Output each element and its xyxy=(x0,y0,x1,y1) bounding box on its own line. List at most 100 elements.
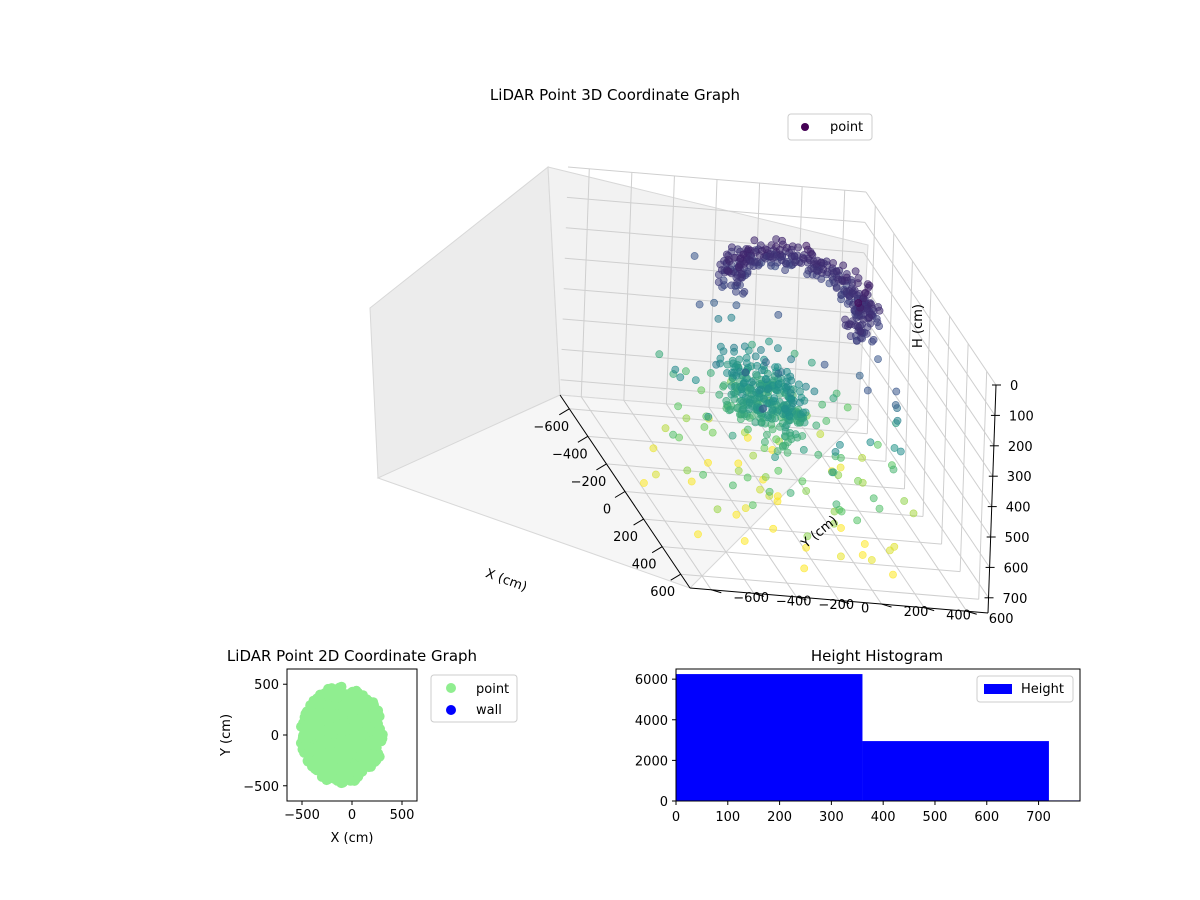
data-point-3d xyxy=(751,352,760,361)
data-point-3d xyxy=(640,479,648,487)
data-point-3d xyxy=(669,430,677,439)
data-point-3d xyxy=(779,441,787,450)
data-point-3d xyxy=(655,350,664,359)
y-tick-label-histogram: 2000 xyxy=(635,754,668,769)
grid-line-z xyxy=(862,282,994,477)
data-point-3d xyxy=(682,367,690,376)
data-point-2d xyxy=(368,735,379,746)
x-tick-mark-3d xyxy=(577,435,589,443)
grid-line-z xyxy=(863,252,995,447)
data-point-2d xyxy=(364,723,375,733)
data-point-3d xyxy=(772,242,780,251)
data-point-3d xyxy=(773,386,782,395)
data-point-2d xyxy=(305,700,316,711)
data-point-3d xyxy=(860,540,869,548)
z-axis-label-3d: H (cm) xyxy=(911,304,926,348)
data-point-3d xyxy=(807,249,816,258)
data-point-3d xyxy=(732,371,741,380)
data-point-3d xyxy=(671,365,680,374)
data-point-3d xyxy=(774,344,782,353)
data-point-3d xyxy=(649,444,658,453)
data-point-3d xyxy=(706,369,715,377)
grid-line-z xyxy=(561,348,860,375)
data-point-3d xyxy=(787,355,795,364)
data-point-2d xyxy=(302,755,313,766)
grid-line-y xyxy=(623,400,755,594)
data-point-3d xyxy=(755,386,764,395)
x-tick-label-histogram: 200 xyxy=(767,810,792,825)
data-point-3d xyxy=(748,501,757,509)
data-point-3d xyxy=(734,466,743,475)
chart-histogram: Height Histogram 0 100 200 300 400 500 600 7000… xyxy=(635,647,1081,825)
data-point-3d xyxy=(738,390,747,398)
data-point-3d xyxy=(889,465,898,474)
chart-2d-title: LiDAR Point 2D Coordinate Graph xyxy=(227,647,477,665)
data-point-3d xyxy=(845,292,854,301)
data-point-3d xyxy=(730,343,738,352)
data-point-3d xyxy=(781,404,789,413)
data-point-2d xyxy=(373,724,384,735)
grid-line-z xyxy=(864,222,996,416)
data-point-3d xyxy=(802,241,811,250)
data-point-3d xyxy=(789,399,797,408)
legend-3d-box xyxy=(787,113,873,141)
data-point-3d xyxy=(820,360,829,369)
z-tick-label-3d: 700 xyxy=(1003,592,1028,607)
data-point-3d xyxy=(683,466,692,475)
grid-line-z xyxy=(865,191,997,386)
data-point-3d xyxy=(765,337,773,346)
x-tick-label-3d: 0 xyxy=(603,503,611,518)
data-point-3d xyxy=(722,396,731,405)
grid-line-z xyxy=(860,343,992,538)
data-point-3d xyxy=(727,313,736,322)
data-point-3d xyxy=(766,252,775,261)
data-point-3d xyxy=(786,389,795,398)
data-point-2d xyxy=(320,689,331,699)
data-point-3d xyxy=(727,382,736,390)
data-point-3d xyxy=(837,524,845,532)
data-point-3d xyxy=(724,267,732,275)
grid-line-y xyxy=(836,417,968,612)
y-tick-label-2d: −500 xyxy=(243,780,279,795)
data-point-3d xyxy=(763,430,771,439)
data-point-3d xyxy=(854,476,862,485)
z-tick-label-3d: 300 xyxy=(1007,470,1032,485)
data-point-3d xyxy=(781,259,790,267)
data-point-2d xyxy=(314,731,325,742)
data-point-2d xyxy=(312,708,323,719)
data-point-3d xyxy=(758,366,766,375)
data-point-2d xyxy=(337,701,348,712)
x-tick-label-histogram: 0 xyxy=(672,810,680,825)
grid-line-z xyxy=(565,227,864,254)
data-point-3d xyxy=(799,445,808,454)
data-point-3d xyxy=(900,497,909,505)
legend-3d-marker-point xyxy=(801,123,809,131)
grid-line-z xyxy=(859,374,991,568)
data-point-3d xyxy=(714,314,723,323)
data-point-3d xyxy=(807,264,816,273)
data-point-2d xyxy=(366,761,376,772)
data-point-3d xyxy=(799,408,807,417)
data-point-3d xyxy=(757,418,766,427)
data-point-2d xyxy=(355,701,366,712)
data-point-2d xyxy=(341,760,352,771)
data-point-3d xyxy=(818,400,827,409)
data-point-3d xyxy=(772,435,781,444)
data-point-3d xyxy=(798,477,807,486)
x-tick-label-histogram: 500 xyxy=(923,810,948,825)
data-point-3d xyxy=(836,440,844,449)
data-point-3d xyxy=(756,485,764,494)
data-point-3d xyxy=(855,371,864,380)
data-point-3d xyxy=(694,530,702,539)
data-point-3d xyxy=(829,394,838,403)
data-point-3d xyxy=(832,500,841,509)
histogram-bar xyxy=(862,741,1049,801)
grid-line-z xyxy=(858,404,989,599)
data-point-3d xyxy=(839,261,848,270)
data-point-3d xyxy=(875,504,884,513)
chart-3d-title: LiDAR Point 3D Coordinate Graph xyxy=(490,86,740,104)
data-point-3d xyxy=(661,424,670,433)
legend-3d: point xyxy=(787,113,873,141)
x-axis-line-3d xyxy=(559,394,691,589)
